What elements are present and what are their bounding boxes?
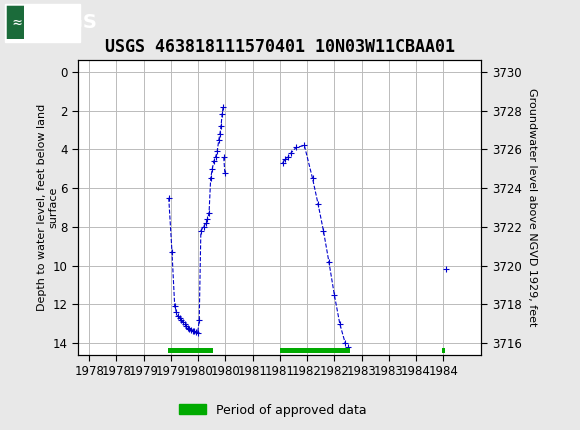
Bar [5,3,80,42]
Title: USGS 463818111570401 10N03W11CBAA01: USGS 463818111570401 10N03W11CBAA01 [105,38,455,56]
Bar [168,348,213,353]
Bar [280,348,350,353]
Y-axis label: Depth to water level, feet below land
surface: Depth to water level, feet below land su… [37,104,58,311]
Y-axis label: Groundwater level above NGVD 1929, feet: Groundwater level above NGVD 1929, feet [527,88,537,327]
Text: USGS: USGS [38,13,97,32]
Legend: Period of approved data: Period of approved data [173,399,372,421]
Text: ≈: ≈ [13,15,22,30]
Bar [442,348,445,353]
Text: █: █ [6,6,23,39]
